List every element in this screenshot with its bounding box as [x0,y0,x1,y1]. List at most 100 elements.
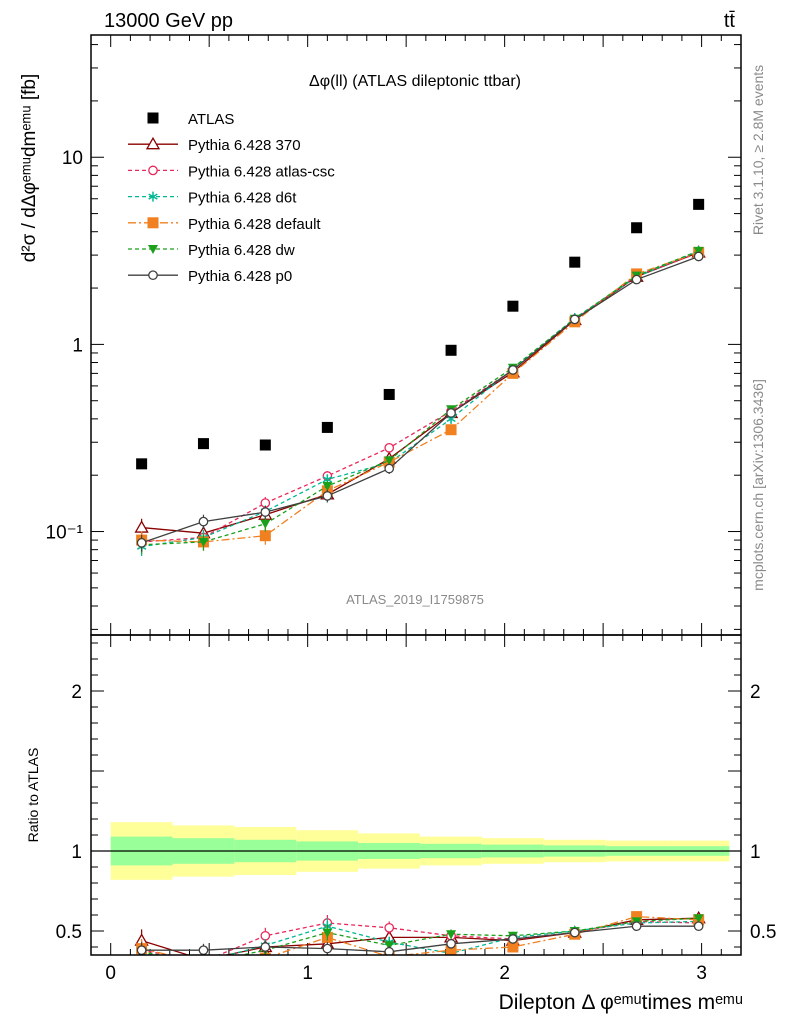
y-tick-label: 10⁻¹ [46,523,84,544]
legend-item: Pythia 6.428 default [128,216,321,233]
data-point [508,365,518,375]
legend-item: Pythia 6.428 dw [128,242,295,259]
legend-marker [147,112,159,124]
ratio-data-point [198,958,209,969]
ratio-y-axis-label: Ratio to ATLAS [25,748,41,843]
ratio-data-point [260,942,271,952]
legend-item: Pythia 6.428 370 [128,136,301,154]
series-line [141,255,699,544]
legend-marker [145,136,161,150]
ratio-series-line [141,915,699,955]
ratio-series-pythia-6-428-default [136,911,705,969]
data-point [136,458,148,470]
data-point [198,516,209,527]
ratio-data-point [384,941,395,951]
ratio-series-line [141,925,699,953]
rivet-version-label: Rivet 3.1.10, ≥ 2.8M events [750,65,766,235]
legend-item: Pythia 6.428 d6t [128,190,297,207]
panel-frames [90,34,742,956]
star-marker-stroke [148,193,158,200]
legend-marker [148,270,158,281]
legend-label: Pythia 6.428 370 [188,137,301,154]
data-point [322,491,333,501]
ratio-series-pythia-6-428-370 [134,910,706,955]
data-point [197,438,209,450]
data-point [136,538,147,548]
series-pythia-6-428-dw [136,246,704,554]
ratio-panel-frame [90,634,742,956]
data-point [198,537,209,547]
legend-marker [148,245,158,254]
star-marker-stroke [199,959,208,964]
ratio-series-pythia-6-428-atlas-csc [136,915,704,965]
ratio-series-line [141,920,699,955]
ratio-series-line [141,917,699,955]
ratio-data-point [260,930,271,941]
ratio-data-point [199,957,207,965]
ratio-y-tick-label-left: 1 [71,842,82,863]
ratio-series-line [141,917,699,955]
data-point [260,507,271,517]
data-point [260,519,271,529]
ratio-data-point [198,945,209,955]
ratio-data-point [631,911,643,923]
main-y-axis-label: d²σ / dΔφᵉᵐᵘdmᵉᵐᵘ [fb] [19,74,40,263]
ratio-data-point [445,944,457,955]
data-point [507,300,519,312]
data-point [693,198,705,210]
star-marker-stroke [199,959,208,964]
ratio-series-pythia-6-428-p0 [136,921,704,955]
legend-marker [147,217,159,229]
ratio-data-point [569,927,580,938]
data-point [693,246,704,256]
series-line [141,251,699,534]
legend-label: Pythia 6.428 atlas-csc [188,163,335,180]
data-point [384,443,395,453]
ratio-data-point [507,941,519,953]
data-point [631,274,642,285]
data-point [383,388,395,400]
series-line [141,251,699,543]
star-marker-stroke [322,476,333,483]
ratio-y-tick-label-right: 0.5 [750,922,776,943]
series-line [141,252,699,543]
main-panel-series [134,198,706,557]
x-tick-label: 1 [302,963,313,984]
data-point [384,463,395,474]
data-point [631,222,643,234]
ratio-panel-ticks: 0.5 0.5 1 1 2 2 0 1 2 3 [56,635,776,984]
series-pythia-6-428-atlas-csc [136,248,704,552]
legend-marker [148,165,158,176]
data-point [445,424,457,436]
header-right-label: tt̄ [724,10,736,32]
y-tick-label: 10 [62,148,83,169]
star-marker-stroke [446,415,456,423]
data-point [321,421,333,433]
ratio-data-point [693,914,704,924]
data-point [569,256,581,268]
legend-label: Pythia 6.428 dw [188,242,295,259]
ratio-data-point [198,959,208,968]
analysis-label: ATLAS_2019_I1759875 [346,592,484,607]
data-point [322,482,333,492]
legend-label: ATLAS [188,111,234,128]
legend-label: Pythia 6.428 default [188,216,321,233]
data-point [384,456,395,466]
legend-item: Pythia 6.428 p0 [128,268,292,285]
legend: ATLAS Pythia 6.428 370 Pythia 6.428 atlas-… [128,111,335,285]
mcplots-label: mcplots.cern.ch [arXiv:1306.3436] [750,379,766,591]
ratio-data-point [136,945,147,955]
ratio-data-point [631,921,642,932]
ratio-data-point [199,956,208,966]
ratio-y-tick-label-left: 2 [71,682,82,703]
ratio-data-point [384,922,395,933]
legend-item: ATLAS [147,111,234,128]
data-point [569,314,580,325]
ratio-panel-series [134,910,706,969]
ratio-data-point [322,928,333,938]
ratio-data-point [384,946,395,955]
series-pythia-6-428-default [136,246,705,551]
data-point [445,344,457,356]
main-panel-ticks: 10⁻¹ 1 10 [46,35,741,635]
